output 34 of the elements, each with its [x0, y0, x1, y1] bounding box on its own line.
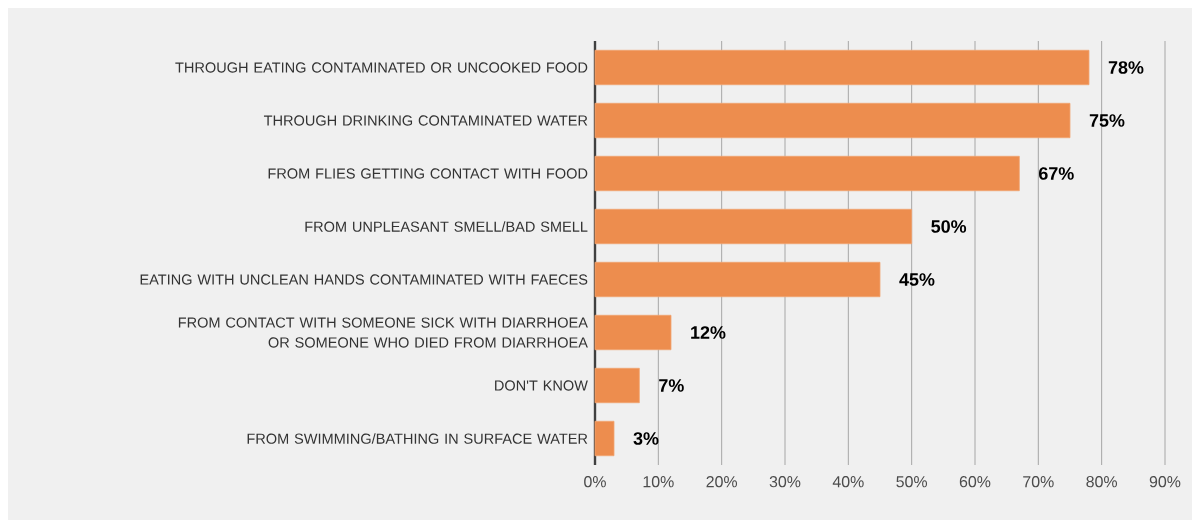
- x-tick-label: 40%: [832, 476, 864, 488]
- bar: [594, 420, 615, 457]
- x-tick-label: 0%: [584, 476, 606, 488]
- bar: [594, 155, 1020, 192]
- data-label: 45%: [899, 273, 935, 286]
- x-tick-label: 70%: [1023, 476, 1054, 488]
- y-tick-label: THROUGH EATING CONTAMINATED OR UNCOOKED FOOD: [175, 62, 588, 73]
- x-tick-label: 50%: [896, 476, 928, 488]
- bar: [594, 102, 1071, 139]
- x-tick-label: 10%: [643, 476, 674, 488]
- data-label: 7%: [659, 379, 684, 392]
- bar: [594, 208, 913, 245]
- x-tick-label: 30%: [769, 476, 801, 488]
- y-tick-label: DON'T KNOW: [495, 380, 588, 391]
- x-tick-label: 60%: [959, 476, 991, 488]
- data-label: 12%: [691, 326, 726, 339]
- data-label: 75%: [1089, 114, 1125, 127]
- bar: [594, 367, 640, 404]
- x-tick-label: 80%: [1086, 476, 1118, 488]
- y-tick-label: FROM CONTACT WITH SOMEONE SICK WITH DIARRHOEA OR SOMEONE WHO DIED FROM DIARRHOEA: [178, 317, 588, 348]
- y-tick-label: FROM UNPLEASANT SMELL/BAD SMELL: [305, 221, 588, 232]
- y-tick-label: EATING WITH UNCLEAN HANDS CONTAMINATED WITH FAECES: [140, 274, 588, 285]
- x-tick-label: 90%: [1149, 476, 1181, 488]
- x-tick-label: 20%: [706, 476, 738, 488]
- y-tick-label: FROM SWIMMING/BATHING IN SURFACE WATER: [247, 433, 588, 444]
- data-label: 50%: [931, 220, 967, 233]
- bar: [594, 314, 672, 351]
- data-label: 78%: [1108, 61, 1144, 74]
- bar: [594, 49, 1090, 86]
- y-tick-label: FROM FLIES GETTING CONTACT WITH FOOD: [268, 168, 588, 179]
- data-label: 67%: [1039, 167, 1074, 180]
- y-tick-label: THROUGH DRINKING CONTAMINATED WATER: [263, 115, 588, 126]
- bar: [594, 261, 881, 298]
- data-label: 3%: [633, 432, 659, 445]
